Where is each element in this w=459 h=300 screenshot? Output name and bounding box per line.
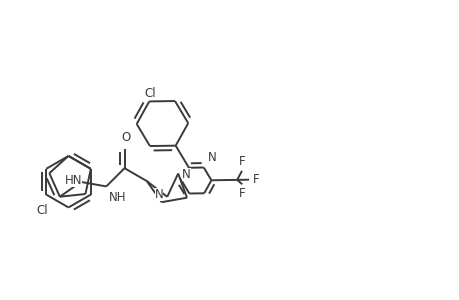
Text: N: N: [207, 151, 216, 164]
Text: Cl: Cl: [36, 203, 48, 217]
Text: NH: NH: [109, 191, 127, 204]
Text: HN: HN: [65, 174, 82, 187]
Text: F: F: [252, 173, 259, 186]
Text: N: N: [154, 188, 163, 201]
Text: O: O: [121, 131, 130, 144]
Text: Cl: Cl: [144, 87, 156, 100]
Text: F: F: [238, 187, 245, 200]
Text: N: N: [182, 168, 190, 181]
Text: F: F: [238, 155, 245, 168]
